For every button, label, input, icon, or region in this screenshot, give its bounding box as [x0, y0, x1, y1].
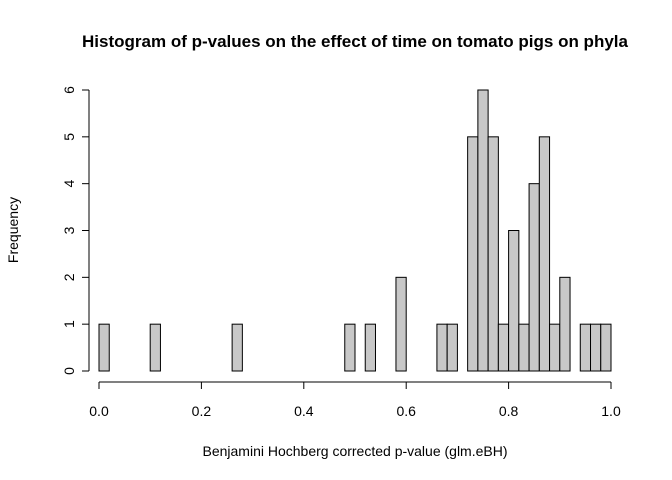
x-tick-label: 0.8 [499, 403, 519, 419]
histogram-bar [446, 323, 458, 372]
bars-group [98, 89, 612, 372]
histogram-bar [559, 276, 571, 372]
histogram-bar [518, 323, 530, 372]
histogram-bar [467, 136, 479, 372]
histogram-bar [538, 136, 551, 372]
chart-title: Histogram of p-values on the effect of t… [82, 32, 628, 51]
histogram-bar [528, 183, 540, 372]
x-tick-label: 1.0 [601, 403, 621, 419]
y-tick-label: 1 [61, 320, 77, 328]
y-axis: 0 1 2 3 4 5 6 [61, 86, 90, 375]
y-tick-label: 3 [61, 226, 77, 234]
x-axis-label: Benjamini Hochberg corrected p-value (gl… [202, 443, 507, 459]
histogram-bar [477, 89, 489, 372]
histogram-bar [231, 323, 243, 372]
histogram-bar [98, 323, 110, 372]
y-tick-label: 5 [61, 133, 77, 141]
histogram-bar [344, 323, 356, 372]
x-tick-label: 0.6 [396, 403, 416, 419]
histogram-bar [364, 323, 376, 372]
x-tick-label: 0.4 [294, 403, 314, 419]
y-tick-label: 6 [61, 86, 77, 94]
y-tick-label: 4 [61, 180, 77, 188]
histogram-bar [436, 323, 448, 372]
histogram-bar [600, 323, 612, 372]
histogram-bar [549, 323, 561, 372]
histogram-bar [579, 323, 592, 372]
y-axis-label: Frequency [5, 197, 21, 263]
histogram-bar [590, 323, 602, 372]
histogram-bar [508, 230, 520, 372]
x-tick-label: 0.2 [192, 403, 212, 419]
histogram-bar [149, 323, 161, 372]
histogram-bar [497, 323, 510, 372]
y-tick-label: 0 [61, 367, 77, 375]
x-tick-label: 0.0 [89, 403, 109, 419]
histogram-bar [395, 276, 407, 372]
x-axis: 0.0 0.2 0.4 0.6 0.8 1.0 [89, 381, 621, 419]
y-tick-label: 2 [61, 273, 77, 281]
histogram-bar [487, 136, 499, 372]
